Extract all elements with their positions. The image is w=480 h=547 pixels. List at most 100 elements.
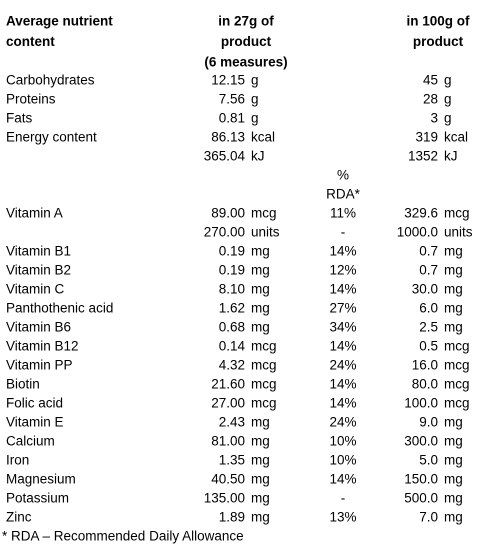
amount-per-serving: 81.00 (211, 434, 245, 449)
amount-per-serving: 0.19 (219, 263, 245, 278)
unit: mg (444, 282, 463, 297)
amount-per-serving: 4.32 (219, 358, 245, 373)
unit: mg (251, 472, 270, 487)
amount-per-100g: 3 (430, 111, 438, 126)
unit: mcg (444, 377, 470, 392)
amount-per-serving: 1.62 (219, 301, 245, 316)
unit: units (444, 225, 473, 240)
column-header: in 27g of (218, 14, 274, 29)
nutrient-name: Magnesium (6, 472, 76, 487)
nutrient-name: Potassium (6, 491, 69, 506)
column-header: (6 measures) (204, 55, 287, 70)
nutrient-name: Proteins (6, 92, 56, 107)
footnote: * RDA – Recommended Daily Allowance (2, 529, 244, 544)
amount-per-serving: 365.04 (204, 149, 246, 164)
rda-percent: 10% (329, 453, 356, 468)
unit: mg (251, 320, 270, 335)
unit: mcg (444, 358, 470, 373)
amount-per-100g: 28 (423, 92, 438, 107)
unit: mcg (251, 396, 277, 411)
amount-per-serving: 270.00 (204, 225, 245, 240)
unit: mcg (444, 339, 470, 354)
amount-per-100g: 6.0 (419, 301, 438, 316)
amount-per-100g: 45 (423, 73, 438, 88)
unit: mcg (444, 206, 470, 221)
nutrient-name: Fats (6, 111, 33, 126)
unit: mg (444, 472, 463, 487)
amount-per-100g: 16.0 (412, 358, 438, 373)
amount-per-100g: 80.0 (412, 377, 438, 392)
unit: mg (251, 434, 270, 449)
unit: mg (444, 263, 463, 278)
nutrient-name: Iron (6, 453, 29, 468)
amount-per-serving: 1.89 (219, 510, 245, 525)
nutrient-name: Vitamin A (6, 206, 63, 221)
unit: g (444, 73, 452, 88)
unit: kJ (251, 149, 265, 164)
nutrient-name: Folic acid (6, 396, 63, 411)
amount-per-serving: 2.43 (219, 415, 245, 430)
rda-percent: 14% (329, 244, 356, 259)
amount-per-100g: 500.0 (404, 491, 438, 506)
unit: mg (251, 415, 270, 430)
unit: mg (251, 244, 270, 259)
unit: g (251, 73, 259, 88)
rda-percent: 24% (329, 358, 356, 373)
amount-per-serving: 0.81 (219, 111, 245, 126)
amount-per-serving: 135.00 (204, 491, 245, 506)
amount-per-100g: 329.6 (404, 206, 438, 221)
amount-per-100g: 0.7 (419, 244, 438, 259)
column-header: product (413, 34, 464, 49)
unit: g (444, 92, 452, 107)
rda-percent: 12% (329, 263, 356, 278)
unit: kcal (444, 130, 468, 145)
nutrient-name: Biotin (6, 377, 40, 392)
rda-percent: 14% (329, 339, 356, 354)
rda-percent: 14% (329, 282, 356, 297)
amount-per-serving: 86.13 (211, 130, 245, 145)
rda-percent: 11% (330, 206, 356, 221)
column-header: product (221, 34, 272, 49)
unit: mcg (251, 358, 277, 373)
rda-percent: 13% (329, 510, 356, 525)
amount-per-100g: 2.5 (419, 320, 438, 335)
amount-per-serving: 0.68 (219, 320, 245, 335)
rda-percent: 14% (329, 396, 356, 411)
unit: g (251, 111, 259, 126)
unit: mcg (251, 377, 277, 392)
nutrient-name: Vitamin B12 (6, 339, 79, 354)
amount-per-100g: 0.7 (419, 263, 438, 278)
rda-header: RDA* (326, 187, 361, 202)
rda-percent: 27% (329, 301, 356, 316)
nutrient-name: Energy content (6, 130, 97, 145)
amount-per-serving: 7.56 (219, 92, 245, 107)
amount-per-100g: 300.0 (404, 434, 438, 449)
nutrient-name: Panthothenic acid (6, 301, 113, 316)
amount-per-serving: 89.00 (211, 206, 245, 221)
amount-per-serving: 0.19 (219, 244, 245, 259)
amount-per-100g: 1000.0 (397, 225, 438, 240)
amount-per-100g: 0.5 (419, 339, 438, 354)
amount-per-100g: 5.0 (419, 453, 438, 468)
amount-per-100g: 30.0 (412, 282, 438, 297)
rda-percent: 34% (329, 320, 356, 335)
rda-header: % (337, 168, 349, 183)
amount-per-100g: 7.0 (419, 510, 438, 525)
column-header: in 100g of (406, 14, 470, 29)
unit: units (251, 225, 280, 240)
unit: mg (251, 263, 270, 278)
unit: mg (444, 434, 463, 449)
unit: mg (444, 510, 463, 525)
unit: kcal (251, 130, 275, 145)
unit: mg (444, 415, 463, 430)
column-header: content (6, 34, 55, 49)
rda-percent: - (341, 491, 346, 506)
nutrient-name: Vitamin PP (6, 358, 73, 373)
amount-per-100g: 100.0 (404, 396, 438, 411)
nutrient-name: Calcium (6, 434, 55, 449)
unit: mg (251, 301, 270, 316)
unit: mg (444, 301, 463, 316)
unit: mg (251, 510, 270, 525)
amount-per-serving: 12.15 (211, 73, 245, 88)
